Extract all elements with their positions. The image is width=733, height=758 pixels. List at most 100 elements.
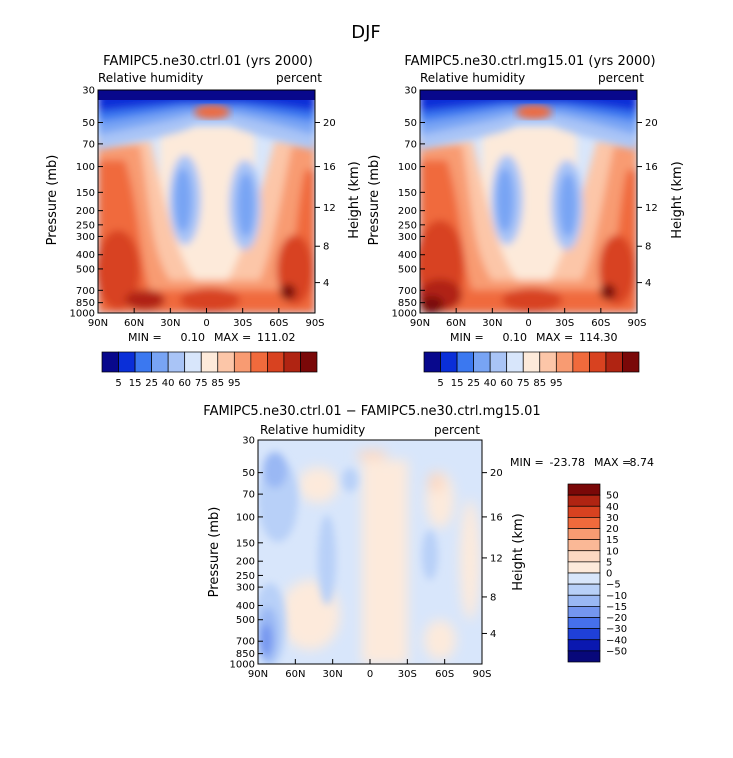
panel-ctrl-title: FAMIPC5.ne30.ctrl.01 (yrs 2000) <box>103 54 313 69</box>
colorbar-swatch <box>506 351 524 373</box>
colorbar-swatch <box>567 639 601 652</box>
colorbar-swatch <box>456 351 474 373</box>
y-tick-label: 200 <box>76 206 95 217</box>
x-tick-label: 60N <box>124 318 144 329</box>
panel-diff-ylabel-right: Height (km) <box>511 513 526 590</box>
colorbar-label: −10 <box>606 591 627 602</box>
height-tick-label: 20 <box>490 468 503 479</box>
x-tick-label: 90S <box>472 669 491 680</box>
panel-mg15-colorbar: 5 15 25 40 60 75 85 95 <box>423 351 640 389</box>
y-tick-label: 30 <box>82 86 95 97</box>
panel-ctrl-field <box>98 90 315 313</box>
colorbar-label: 85 <box>533 378 546 389</box>
panel-ctrl-min-label: MIN = <box>128 331 162 344</box>
height-tick-label: 16 <box>490 512 503 523</box>
y-tick-label: 500 <box>236 615 255 626</box>
height-tick-label: 16 <box>645 162 658 173</box>
colorbar-label: −40 <box>606 635 627 646</box>
panel-diff-max-label: MAX = <box>594 456 631 469</box>
y-tick-label: 250 <box>236 571 255 582</box>
y-tick-label: 300 <box>236 583 255 594</box>
colorbar-label: 40 <box>484 378 497 389</box>
y-tick-label: 700 <box>236 637 255 648</box>
y-tick-label: 700 <box>76 286 95 297</box>
colorbar-swatch <box>567 606 601 618</box>
panel-mg15-max-label: MAX = <box>536 331 573 344</box>
colorbar-swatch <box>572 351 590 373</box>
panel-ctrl-ylabel-right: Height (km) <box>347 161 362 238</box>
colorbar-swatch <box>567 650 601 663</box>
height-tick-label: 20 <box>645 118 658 129</box>
colorbar-label: 40 <box>606 502 619 513</box>
y-tick-label: 150 <box>236 538 255 549</box>
panel-ctrl-max-label: MAX = <box>214 331 251 344</box>
height-tick-label: 12 <box>490 553 503 564</box>
height-tick-label: 8 <box>490 592 496 603</box>
colorbar-label: 20 <box>606 524 619 535</box>
colorbar-label: 95 <box>550 378 563 389</box>
panel-mg15-min-value: 0.10 <box>503 331 528 344</box>
colorbar-swatch <box>440 351 458 373</box>
y-tick-label: 300 <box>76 232 95 243</box>
x-tick-label: 30S <box>398 669 417 680</box>
x-tick-label: 90N <box>248 669 268 680</box>
panel-ctrl-axes: 90N 60N 30N 0 30S 60S 90S 30 50 70 100 150 200 250300… <box>70 86 336 330</box>
panel-diff-units: percent <box>434 423 480 437</box>
panel-ctrl-min-value: 0.10 <box>181 331 206 344</box>
panel-mg15-ylabel: Pressure (mb) <box>367 155 382 246</box>
colorbar-swatch <box>267 351 285 373</box>
x-tick-label: 0 <box>525 318 531 329</box>
y-tick-label: 400 <box>236 601 255 612</box>
panel-mg15-field <box>420 90 637 313</box>
colorbar-label: 10 <box>606 546 619 557</box>
x-tick-label: 90S <box>627 318 646 329</box>
panel-diff-field <box>258 440 482 664</box>
colorbar-label: 0 <box>606 569 612 580</box>
colorbar-label: 95 <box>228 378 241 389</box>
panel-diff-variable: Relative humidity <box>260 423 365 437</box>
x-tick-label: 0 <box>367 669 373 680</box>
panel-ctrl: FAMIPC5.ne30.ctrl.01 (yrs 2000) Relative… <box>45 54 362 389</box>
colorbar-swatch <box>151 351 169 373</box>
x-tick-label: 90N <box>88 318 108 329</box>
x-tick-label: 30N <box>160 318 180 329</box>
x-tick-label: 30N <box>482 318 502 329</box>
y-tick-label: 150 <box>398 188 417 199</box>
y-tick-label: 100 <box>398 162 417 173</box>
panel-diff-ylabel: Pressure (mb) <box>207 507 222 598</box>
colorbar-swatch <box>184 351 202 373</box>
colorbar-swatch <box>567 572 601 585</box>
colorbar-label: 5 <box>115 378 121 389</box>
colorbar-swatch <box>567 594 601 607</box>
colorbar-swatch <box>473 351 491 373</box>
colorbar-swatch <box>589 351 607 373</box>
colorbar-swatch <box>567 561 601 574</box>
colorbar-swatch <box>423 351 441 373</box>
colorbar-swatch <box>567 494 601 507</box>
height-tick-label: 12 <box>323 203 336 214</box>
colorbar-label: 50 <box>606 491 619 502</box>
x-tick-label: 60S <box>591 318 610 329</box>
height-tick-label: 20 <box>323 118 336 129</box>
panel-mg15: FAMIPC5.ne30.ctrl.mg15.01 (yrs 2000) Rel… <box>367 54 685 389</box>
height-tick-label: 4 <box>323 278 329 289</box>
colorbar-swatch <box>522 351 541 373</box>
colorbar-swatch <box>118 351 136 373</box>
colorbar-swatch <box>567 505 601 518</box>
y-tick-label: 250 <box>398 220 417 231</box>
colorbar-label: 60 <box>500 378 513 389</box>
colorbar-swatch <box>200 351 219 373</box>
colorbar-swatch <box>622 351 640 373</box>
colorbar-swatch <box>567 528 601 540</box>
colorbar-swatch <box>567 483 601 496</box>
y-tick-label: 1000 <box>392 309 417 320</box>
colorbar-swatch <box>300 351 318 373</box>
colorbar-label: 15 <box>606 535 619 546</box>
colorbar-swatch <box>539 351 557 373</box>
panel-diff-axes: 90N 60N 30N 0 30S 60S 90S 30 50 70 100 150 200 250300… <box>230 436 503 681</box>
panel-mg15-ylabel-right: Height (km) <box>670 161 685 238</box>
colorbar-swatch <box>567 628 601 641</box>
panel-mg15-axes: 90N 60N 30N 0 30S 60S 90S 30 50 70 100 150 200 250300… <box>392 86 658 330</box>
x-tick-label: 60N <box>446 318 466 329</box>
colorbar-swatch <box>233 351 252 373</box>
